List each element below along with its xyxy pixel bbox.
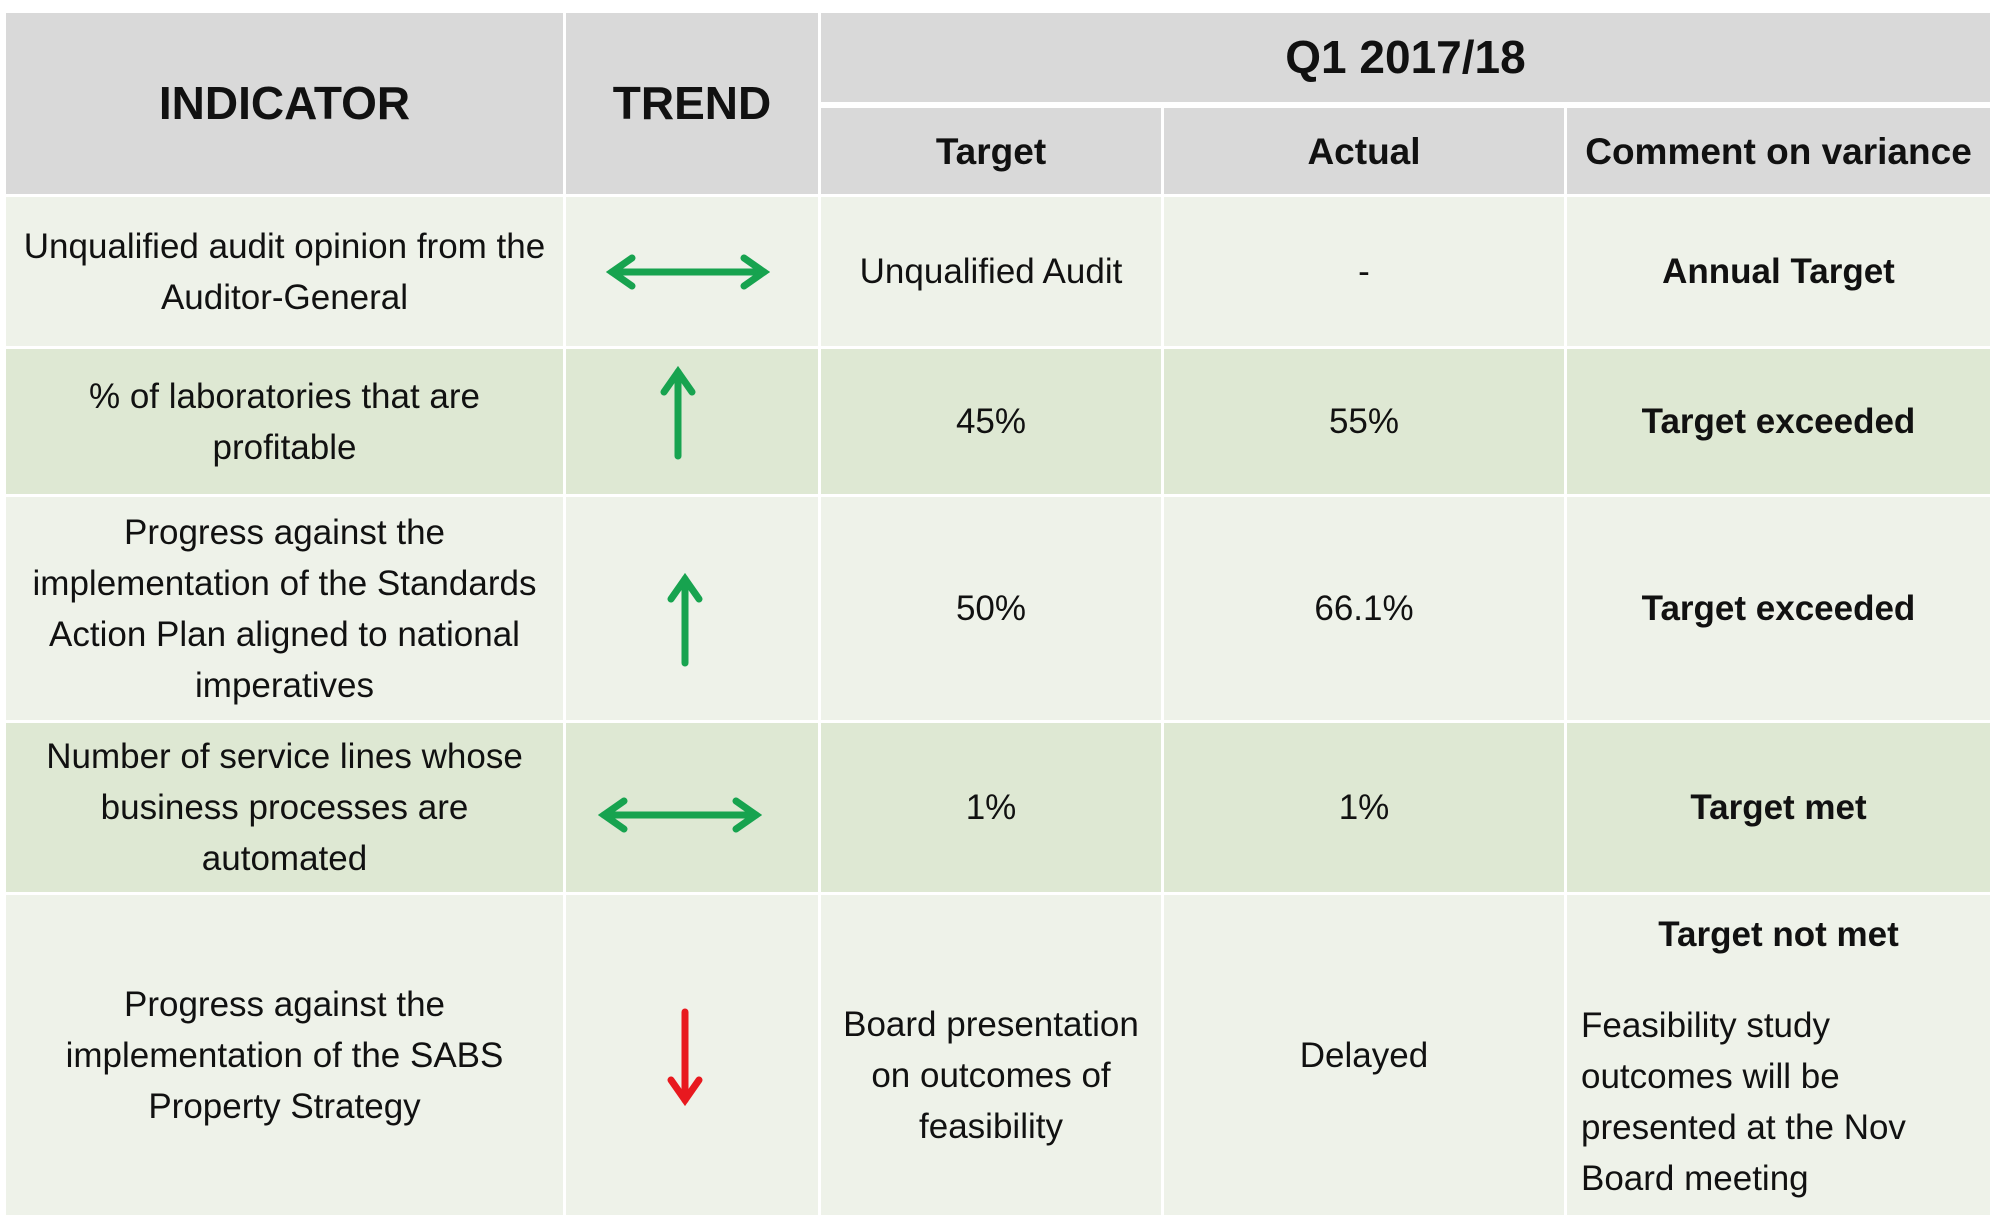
comment-cell: Annual Target (1567, 197, 1990, 346)
trend-cell (566, 895, 818, 1215)
actual-cell: 1% (1164, 723, 1564, 892)
trend-cell (566, 349, 818, 494)
indicator-cell: % of laboratories that are profitable (6, 349, 563, 494)
header-cell: Target (821, 108, 1161, 194)
actual-cell: Delayed (1164, 895, 1564, 1215)
target-cell: 45% (821, 349, 1161, 494)
trend-arrow-flat (598, 797, 762, 833)
target-cell: Board presentation on outcomes of feasib… (821, 895, 1161, 1215)
comment-cell: Target exceeded (1567, 497, 1990, 720)
actual-cell: - (1164, 197, 1564, 346)
trend-arrow-down (667, 1008, 703, 1106)
header-cell: INDICATOR (6, 13, 563, 194)
trend-cell (566, 723, 818, 892)
actual-cell: 66.1% (1164, 497, 1564, 720)
target-cell: 1% (821, 723, 1161, 892)
trend-arrow-up (667, 573, 703, 667)
indicator-cell: Progress against the implementation of t… (6, 497, 563, 720)
header-cell: Q1 2017/18 (821, 13, 1990, 102)
indicator-cell: Progress against the implementation of t… (6, 895, 563, 1215)
indicator-cell: Unqualified audit opinion from the Audit… (6, 197, 563, 346)
comment-status: Target not met (1658, 915, 1899, 954)
header-cell: Comment on variance (1567, 108, 1990, 194)
header-cell: Actual (1164, 108, 1564, 194)
header-cell: TREND (566, 13, 818, 194)
trend-arrow-flat (606, 254, 770, 290)
actual-cell: 55% (1164, 349, 1564, 494)
comment-cell: Target exceeded (1567, 349, 1990, 494)
target-cell: Unqualified Audit (821, 197, 1161, 346)
target-cell: 50% (821, 497, 1161, 720)
comment-cell: Target not met Feasibility study outcome… (1567, 895, 1990, 1215)
indicator-cell: Number of service lines whose business p… (6, 723, 563, 892)
trend-cell (566, 497, 818, 720)
comment-cell: Target met (1567, 723, 1990, 892)
trend-arrow-up (660, 366, 696, 460)
comment-note: Feasibility study outcomes will be prese… (1581, 1006, 1906, 1198)
